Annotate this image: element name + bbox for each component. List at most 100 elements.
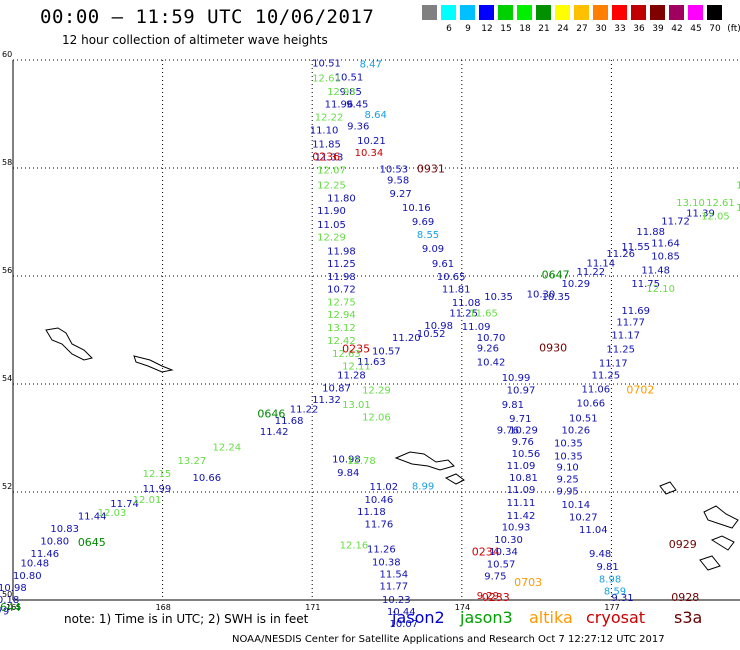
- wave-height-label: 11.11: [507, 498, 536, 509]
- wave-height-label: 11.80: [327, 193, 356, 204]
- color-scale-label: 24: [557, 24, 569, 34]
- wave-height-label: 9.76: [512, 437, 534, 448]
- wave-height-label: 10.51: [312, 58, 341, 69]
- wave-height-label: 9.69: [412, 217, 434, 228]
- x-tick-label: 174: [455, 603, 470, 612]
- x-tick-label: 165: [6, 603, 21, 612]
- wave-height-label: 10.29: [509, 426, 538, 437]
- wave-height-label: 9.71: [509, 414, 531, 425]
- wave-height-label: 12.22: [315, 112, 344, 123]
- color-swatch: [422, 5, 437, 20]
- wave-height-label: 10.34: [489, 547, 518, 558]
- wave-height-label: 11.08: [452, 298, 481, 309]
- wave-height-label: 11.28: [337, 371, 366, 382]
- wave-height-label: 9.09: [422, 244, 444, 255]
- wave-height-label: 10.81: [509, 473, 538, 484]
- chart-subtitle: 12 hour collection of altimeter wave hei…: [62, 33, 328, 47]
- wave-height-label: 11.26: [606, 249, 635, 260]
- island-outline: [133, 355, 174, 373]
- wave-height-label: 11.42: [260, 427, 289, 438]
- wave-height-label: 8.47: [360, 60, 382, 71]
- wave-height-label: 10.35: [554, 439, 583, 450]
- wave-height-label: 10.51: [569, 413, 598, 424]
- wave-height-label: 10.27: [569, 513, 598, 524]
- wave-height-label: 9.31: [611, 593, 633, 604]
- wave-height-label: 11.99: [143, 484, 172, 495]
- wave-height-label: 11.96: [325, 100, 354, 111]
- color-swatch: [479, 5, 494, 20]
- wave-height-label: 11.98: [327, 246, 356, 257]
- y-tick-label: 58: [2, 158, 12, 167]
- wave-height-label: 10.48: [20, 559, 49, 570]
- wave-height-label: 10.66: [576, 399, 605, 410]
- wave-height-label: 10.29: [562, 279, 591, 290]
- wave-height-label: 9.26: [477, 344, 499, 355]
- wave-height-label: 10.79: [0, 607, 9, 618]
- wave-height-label: 9.81: [502, 400, 524, 411]
- wave-height-label: 11.69: [621, 306, 650, 317]
- pass-time-label: 0234: [472, 546, 500, 559]
- wave-height-label: 11.25: [606, 345, 635, 356]
- wave-height-label: 11.09: [462, 322, 491, 333]
- wave-height-label: 12.25: [317, 181, 346, 192]
- wave-height-label: 10.52: [417, 329, 446, 340]
- wave-height-label: 11.98: [327, 272, 356, 283]
- wave-height-label: 10.65: [437, 272, 466, 283]
- wave-height-label: 12.01: [133, 495, 162, 506]
- island-outline: [394, 451, 455, 471]
- island-outline: [710, 535, 735, 551]
- wave-height-label: 12.29: [362, 386, 391, 397]
- wave-height-label: 10.80: [13, 571, 42, 582]
- color-swatch: [707, 5, 722, 20]
- wave-height-label: 11.09: [507, 461, 536, 472]
- wave-height-label: 10.30: [527, 290, 556, 301]
- wave-height-label: 13.01: [342, 400, 371, 411]
- color-scale-label: 70: [709, 24, 721, 34]
- color-swatch: [669, 5, 684, 20]
- wave-height-label: 10.18: [0, 595, 19, 606]
- wave-height-label: 10.42: [477, 358, 506, 369]
- wave-height-label: 11.14: [586, 258, 615, 269]
- wave-height-label: 12.06: [362, 413, 391, 424]
- wave-height-label: 11.77: [616, 318, 645, 329]
- wave-height-label: 13.12: [736, 181, 740, 192]
- wave-height-label: 12.16: [340, 541, 369, 552]
- wave-height-label: 11.54: [380, 569, 409, 580]
- color-scale-label: 15: [500, 24, 512, 34]
- pass-time-label: 0929: [669, 538, 697, 551]
- color-scale-label: 39: [652, 24, 664, 34]
- wave-height-label: 11.63: [357, 357, 386, 368]
- color-scale-label: 6: [446, 24, 452, 34]
- wave-height-label: 9.27: [389, 189, 411, 200]
- wave-height-label: 10.07: [389, 619, 418, 630]
- wave-height-label: 9.58: [387, 176, 409, 187]
- wave-height-label: 10.51: [335, 73, 364, 84]
- wave-height-label: 11.26: [367, 544, 396, 555]
- color-swatch: [612, 5, 627, 20]
- wave-height-label: 10.26: [562, 426, 591, 437]
- wave-height-label: 12.94: [327, 310, 356, 321]
- wave-height-label: 12.07: [317, 165, 346, 176]
- wave-height-label: 9.45: [346, 100, 368, 111]
- wave-height-label: 11.88: [636, 227, 665, 238]
- y-tick-label: 50: [2, 590, 12, 599]
- color-swatch: [688, 5, 703, 20]
- pass-time-label: 0645: [78, 536, 106, 549]
- color-swatch: [574, 5, 589, 20]
- color-scale-label: 9: [465, 24, 471, 34]
- wave-height-label: 10.14: [562, 500, 591, 511]
- wave-height-label: 10.38: [372, 557, 401, 568]
- color-swatch: [498, 5, 513, 20]
- wave-height-label: 10.87: [322, 384, 351, 395]
- wave-height-label: 10.21: [357, 136, 386, 147]
- wave-height-label: 10.46: [365, 495, 394, 506]
- wave-height-label: 12.93: [327, 87, 356, 98]
- wave-height-label: 11.74: [110, 499, 139, 510]
- wave-height-label: 11.48: [641, 265, 670, 276]
- pass-time-label: 0644: [0, 601, 21, 614]
- wave-height-label: 11.64: [651, 238, 680, 249]
- wave-height-label: 12.63: [332, 349, 361, 360]
- color-scale-label: 33: [614, 24, 626, 34]
- wave-height-label: 10.30: [494, 535, 523, 546]
